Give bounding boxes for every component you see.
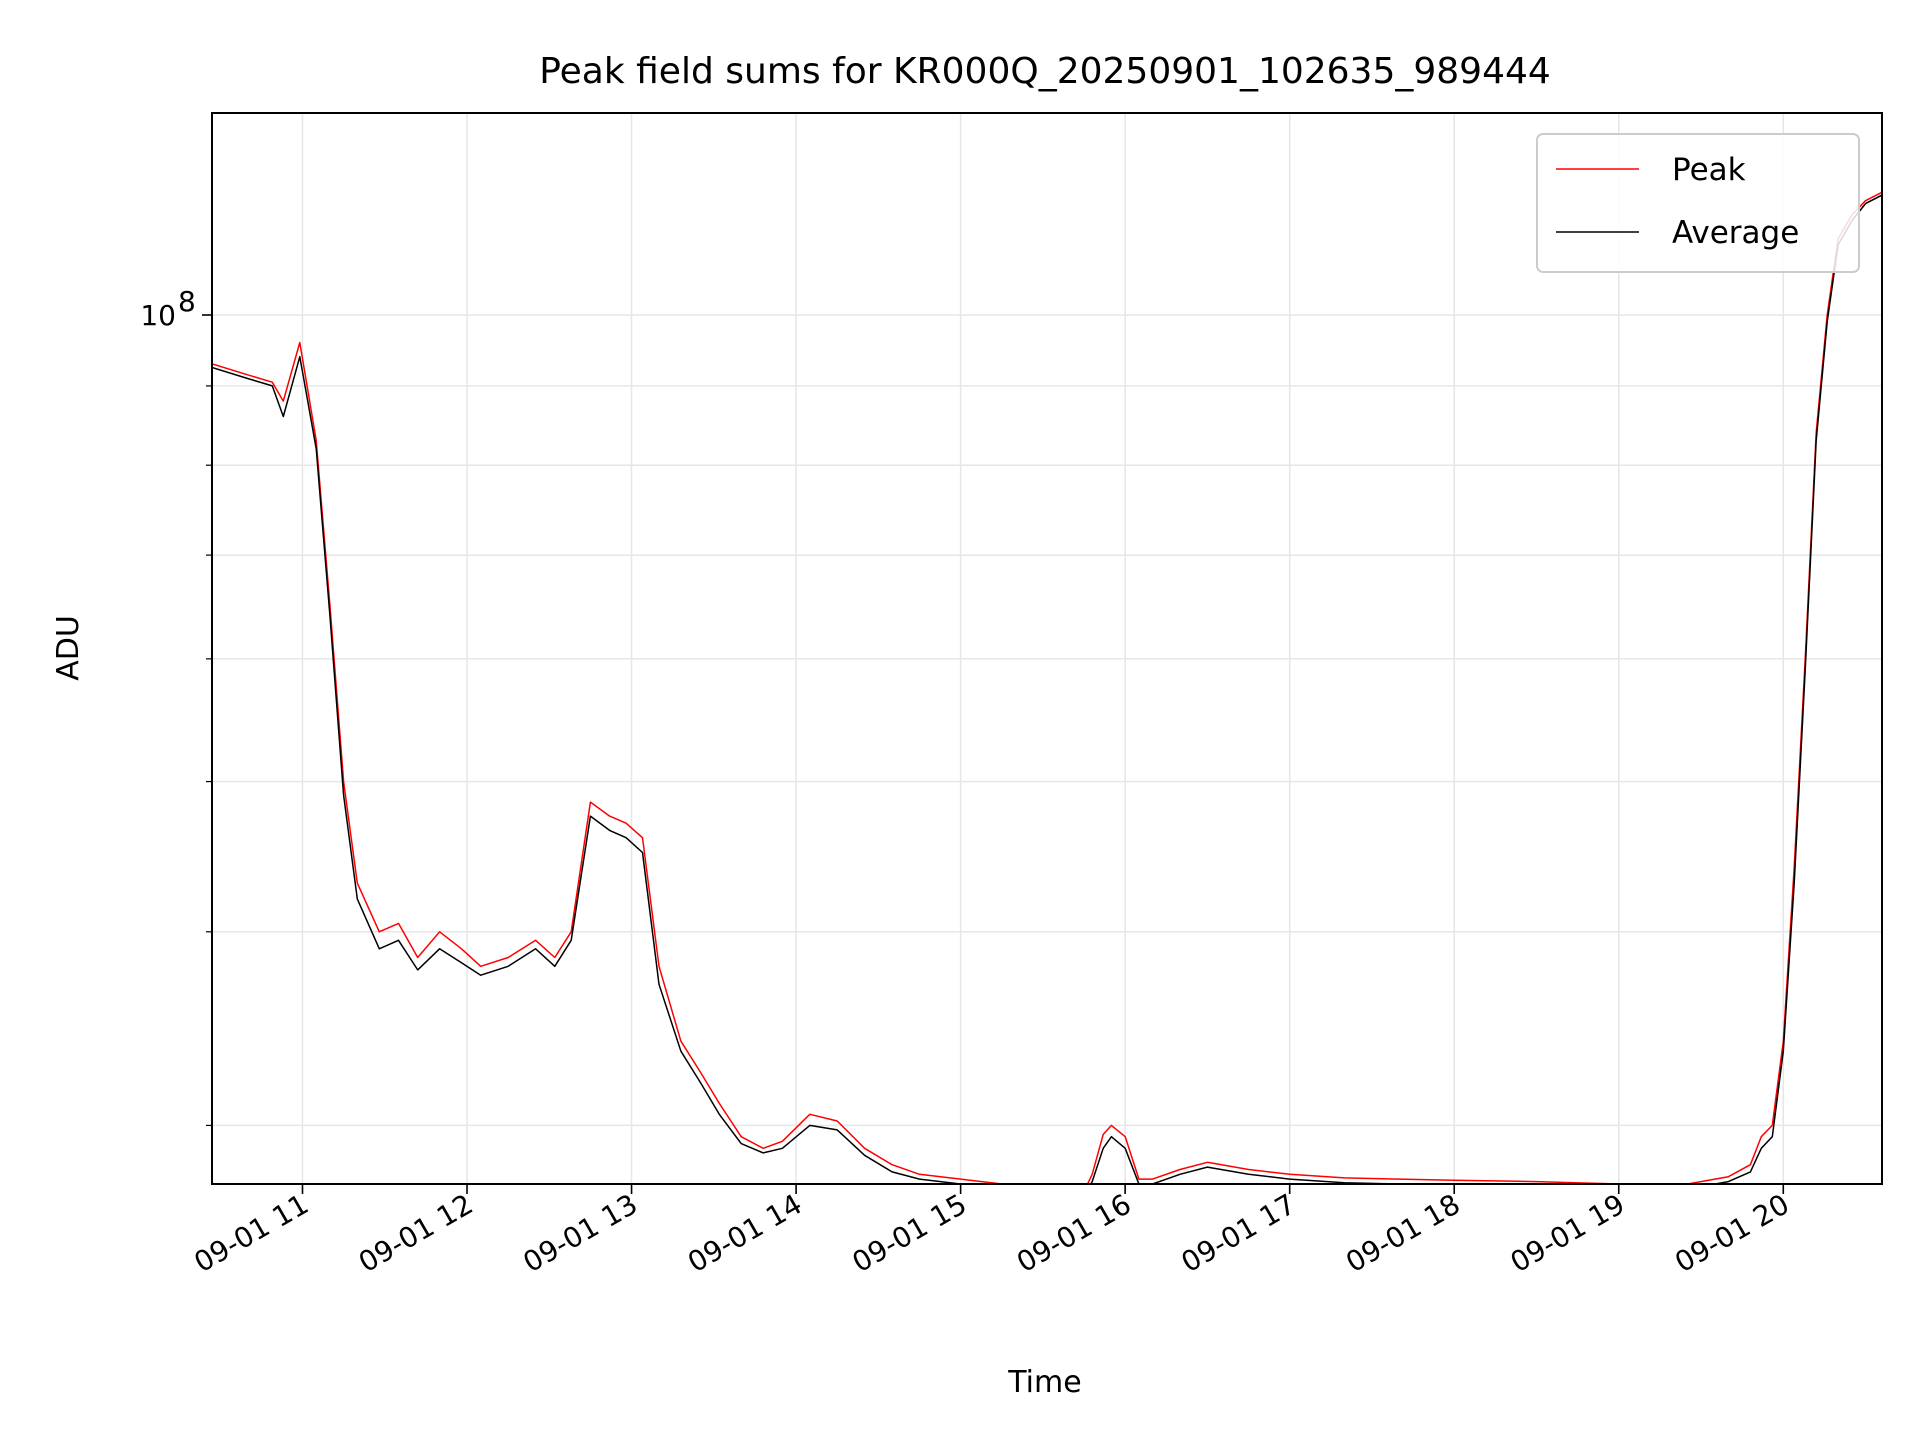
y-tick-label-exponent: 8 [178,285,196,318]
legend-peak-label: Peak [1672,152,1746,188]
series-line-peak [212,191,1882,1184]
plot-area [212,191,1882,1184]
series-line-average [212,194,1882,1184]
legend-average-label: Average [1672,215,1799,251]
x-axis-title: Time [1007,1365,1081,1400]
legend: Peak Average [1536,133,1860,273]
y-tick-label: 10 [140,299,176,332]
y-axis-title: ADU [51,615,86,681]
chart-title: Peak field sums for KR000Q_20250901_1026… [539,51,1551,92]
grid [212,113,1882,1184]
axes-frame [211,112,1883,1185]
